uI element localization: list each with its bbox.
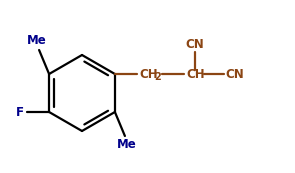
Text: Me: Me [117,139,137,152]
Text: CN: CN [186,39,204,52]
Text: CH: CH [186,67,204,80]
Text: CH: CH [139,67,158,80]
Text: 2: 2 [154,71,161,81]
Text: CN: CN [226,67,244,80]
Text: Me: Me [27,34,47,48]
Text: F: F [16,106,24,119]
